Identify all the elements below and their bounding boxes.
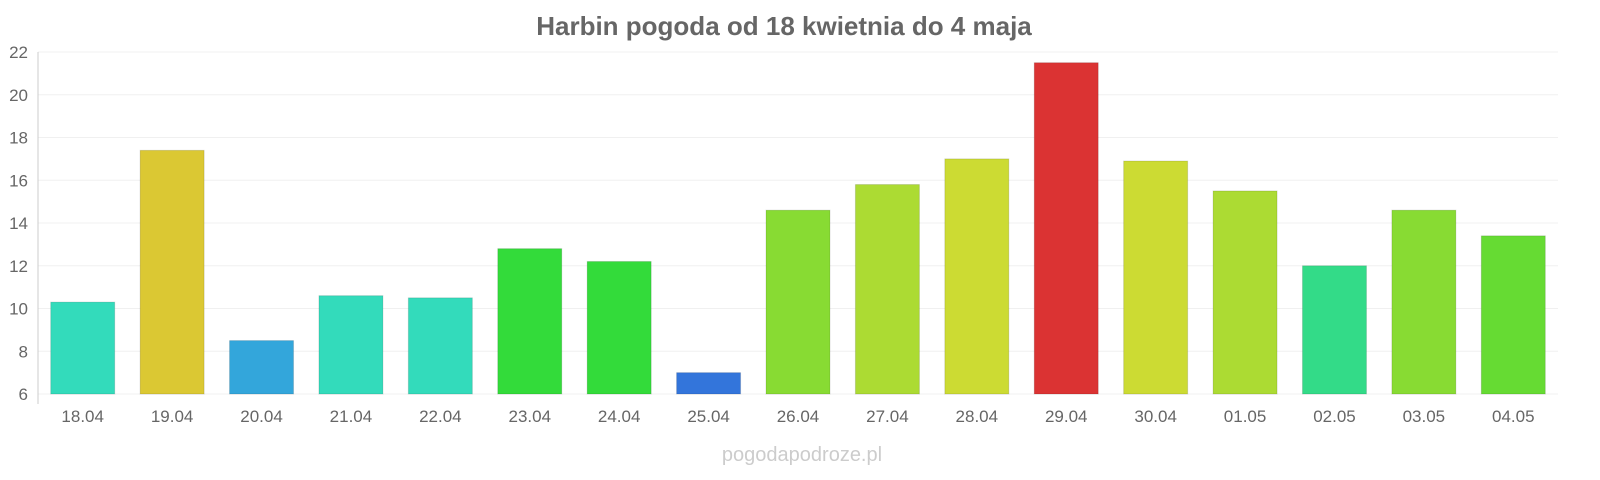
x-tick-label: 18.04 [61,407,104,426]
x-tick-label: 27.04 [866,407,909,426]
y-tick-label: 18 [9,129,28,148]
bar-20.04[interactable] [229,340,295,395]
bar-26.04[interactable] [765,209,831,395]
credit-text: pogodapodroze.pl [722,444,882,466]
bar-03.05[interactable] [1391,209,1457,395]
x-tick-label: 30.04 [1134,407,1177,426]
bar-30.04[interactable] [1123,160,1189,395]
x-tick-label: 02.05 [1313,407,1356,426]
y-tick-label: 20 [9,86,28,105]
x-tick-label: 03.05 [1403,407,1446,426]
x-tick-label: 01.05 [1224,407,1267,426]
bar-01.05[interactable] [1212,190,1278,395]
y-tick-label: 14 [9,214,28,233]
x-tick-label: 28.04 [956,407,999,426]
x-tick-label: 04.05 [1492,407,1535,426]
x-tick-label: 23.04 [508,407,551,426]
y-tick-label: 12 [9,257,28,276]
bar-24.04[interactable] [586,260,652,395]
bar-18.04[interactable] [50,301,116,395]
bar-19.04[interactable] [139,149,205,395]
x-tick-label: 25.04 [687,407,730,426]
x-tick-label: 19.04 [151,407,194,426]
x-tick-label: 24.04 [598,407,641,426]
y-tick-label: 10 [9,300,28,319]
x-tick-label: 22.04 [419,407,462,426]
y-tick-label: 6 [19,385,28,404]
x-tick-label: 29.04 [1045,407,1088,426]
x-tick-label: 20.04 [240,407,283,426]
bar-23.04[interactable] [497,248,563,395]
y-tick-label: 8 [19,342,28,361]
y-tick-label: 22 [9,43,28,62]
y-tick-label: 16 [9,171,28,190]
bar-04.05[interactable] [1480,235,1546,395]
bar-02.05[interactable] [1301,265,1367,395]
bar-28.04[interactable] [944,158,1010,395]
bar-27.04[interactable] [854,184,920,395]
chart-title: Harbin pogoda od 18 kwietnia do 4 maja [536,11,1032,41]
x-tick-label: 26.04 [777,407,820,426]
bar-29.04[interactable] [1033,62,1099,395]
bar-25.04[interactable] [676,372,742,395]
x-tick-label: 21.04 [330,407,373,426]
bar-21.04[interactable] [318,295,384,395]
bar-22.04[interactable] [407,297,473,395]
